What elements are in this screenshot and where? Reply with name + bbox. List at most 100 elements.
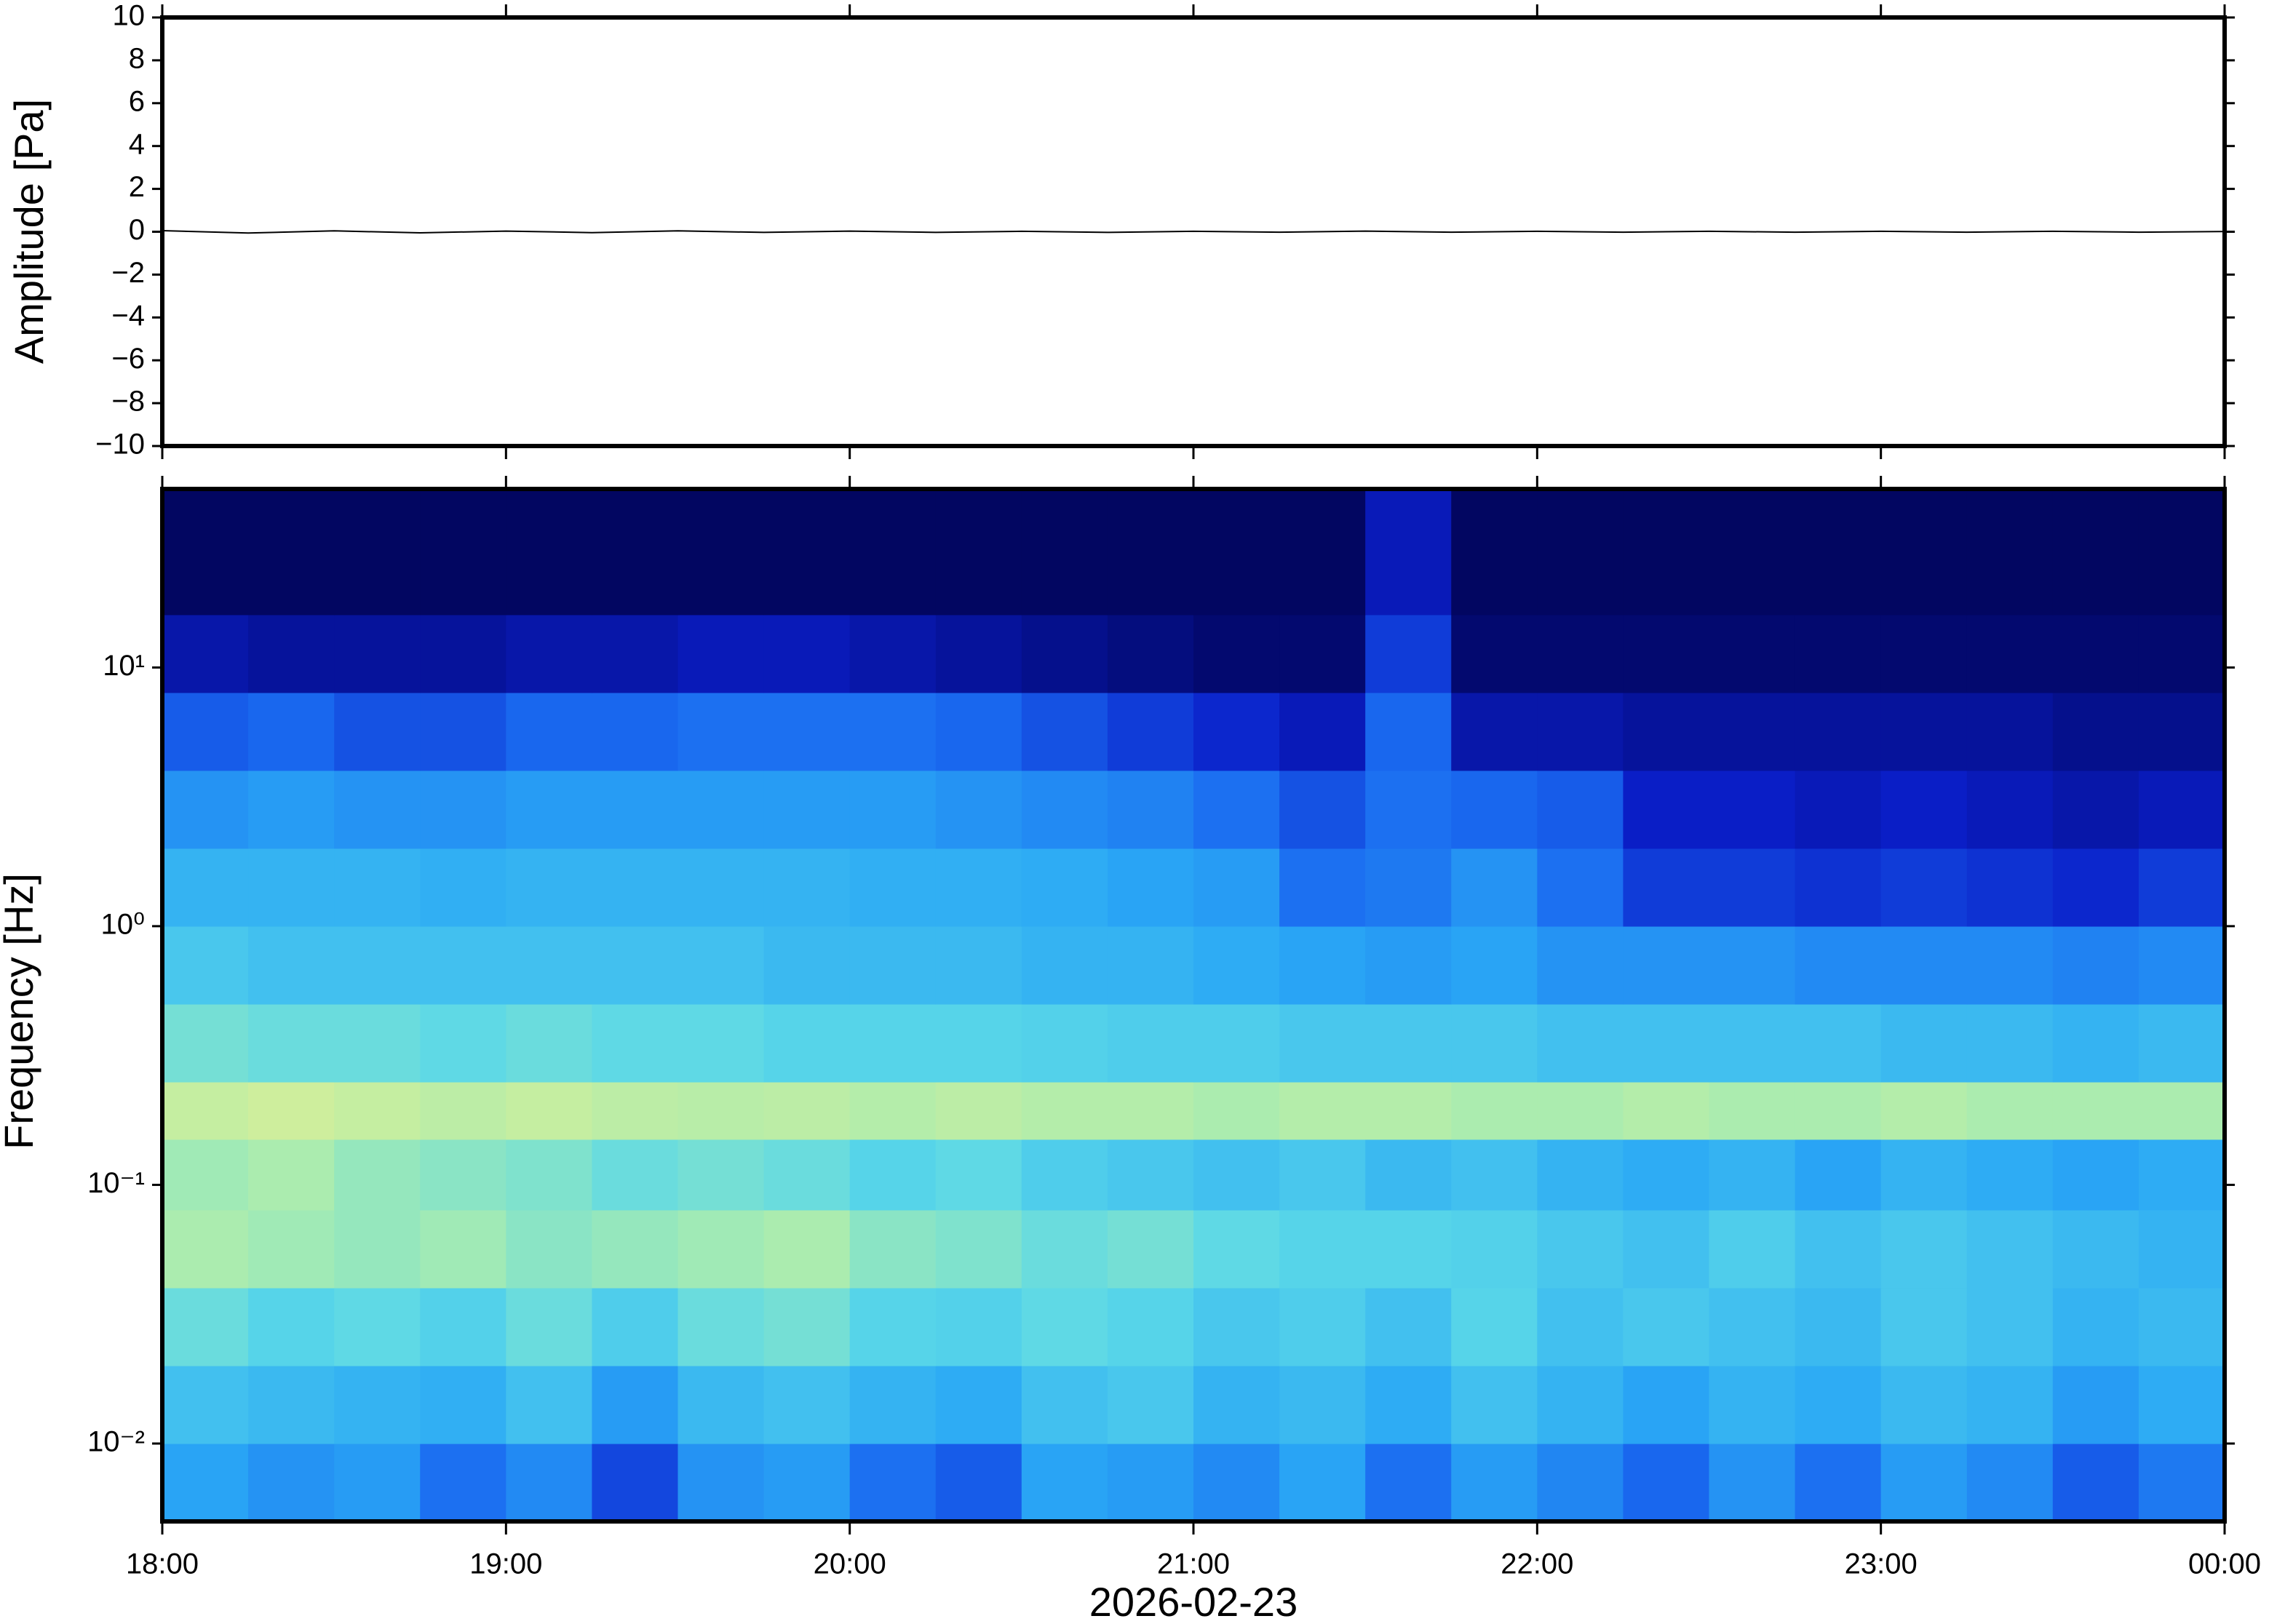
spectrogram-cell: [1193, 1443, 1280, 1522]
spectrogram-cell: [2052, 614, 2139, 693]
spectrogram-cell: [1709, 1365, 1796, 1444]
spectrogram-cell: [1365, 1443, 1452, 1522]
spectrogram-cell: [1537, 489, 1624, 616]
spectrogram-cell: [1709, 1209, 1796, 1289]
spectrogram-cell: [763, 1081, 851, 1140]
spectrogram-cell: [592, 1443, 679, 1522]
x-tick-label: 21:00: [1157, 1548, 1230, 1580]
spectrogram-cell: [420, 1443, 506, 1522]
spectrogram-cell: [1795, 770, 1882, 849]
spectrogram-cell: [420, 848, 506, 927]
spectrogram-cell: [1709, 1003, 1796, 1083]
spectrogram-cell: [2052, 926, 2139, 1005]
spectrogram-cell: [334, 1443, 421, 1522]
spectrogram-cell: [1880, 614, 1968, 693]
spectrogram-cell: [248, 848, 335, 927]
spectrogram-cell: [162, 1365, 249, 1444]
spectrogram-cell: [334, 1365, 421, 1444]
y-tick-label: 10: [113, 0, 146, 32]
spectrogram-cell: [849, 1209, 937, 1289]
spectrogram-cell: [506, 614, 593, 693]
spectrogram-cell: [1365, 692, 1452, 771]
spectrogram-cell: [1623, 1003, 1710, 1083]
spectrogram-cell: [1537, 1443, 1624, 1522]
spectrogram-cell: [420, 1139, 506, 1211]
spectrogram-cell: [2052, 1443, 2139, 1522]
spectrogram-cell: [1021, 692, 1108, 771]
spectrogram-cell: [1365, 489, 1452, 616]
spectrogram-cell: [592, 770, 679, 849]
spectrogram-cell: [334, 1081, 421, 1140]
spectrogram-cell: [1795, 1209, 1882, 1289]
spectrogram-cell: [1880, 1443, 1968, 1522]
y-tick-label: −10: [95, 429, 145, 461]
spectrogram-cell: [849, 926, 937, 1005]
y-tick-label: 10⁻²: [87, 1426, 145, 1458]
spectrogram-cell: [1021, 1139, 1108, 1211]
spectrogram-cell: [1107, 1287, 1194, 1366]
spectrogram-cell: [1193, 1081, 1280, 1140]
spectrogram-cell: [248, 614, 335, 693]
spectrogram-cell: [1193, 1287, 1280, 1366]
spectrogram-cell: [1623, 1209, 1710, 1289]
spectrogram-cell: [1021, 1003, 1108, 1083]
spectrogram-cell: [1795, 1003, 1882, 1083]
spectrogram-cell: [420, 614, 506, 693]
spectrogram-cell: [248, 1139, 335, 1211]
spectrogram-cell: [592, 1287, 679, 1366]
spectrogram-cell: [1193, 926, 1280, 1005]
spectrogram-cell: [1537, 614, 1624, 693]
spectrogram-cell: [1795, 1081, 1882, 1140]
spectrogram-cell: [849, 770, 937, 849]
spectrogram-cell: [1709, 692, 1796, 771]
spectrogram-cell: [677, 489, 765, 616]
spectrogram-cell: [248, 926, 335, 1005]
spectrogram-cell: [1451, 1081, 1538, 1140]
spectrogram-cell: [1966, 1139, 2054, 1211]
spectrogram-cell: [849, 1443, 937, 1522]
spectrogram-cell: [420, 1003, 506, 1083]
spectrogram-cell: [2138, 1081, 2225, 1140]
spectrogram-cell: [1107, 848, 1194, 927]
spectrogram-cell: [935, 1443, 1022, 1522]
spectrogram-cell: [1795, 1365, 1882, 1444]
spectrogram-cell: [1021, 489, 1108, 616]
spectrogram-cell: [592, 848, 679, 927]
x-tick-label: 18:00: [126, 1548, 199, 1580]
spectrogram-cell: [592, 1139, 679, 1211]
spectrogram-cell: [849, 1003, 937, 1083]
spectrogram-cell: [162, 770, 249, 849]
spectrogram-cell: [2052, 1287, 2139, 1366]
spectrogram-cell: [1365, 1003, 1452, 1083]
spectrogram-cell: [677, 1287, 765, 1366]
spectrogram-cell: [1107, 1365, 1194, 1444]
spectrogram-cell: [849, 1081, 937, 1140]
spectrogram-cell: [1451, 1365, 1538, 1444]
spectrogram-cell: [420, 1287, 506, 1366]
spectrogram-cell: [1451, 770, 1538, 849]
spectrogram-cell: [1451, 1209, 1538, 1289]
spectrogram-cell: [1709, 1139, 1796, 1211]
spectrogram-cell: [1795, 614, 1882, 693]
spectrogram-cell: [162, 848, 249, 927]
spectrogram-cell: [763, 1003, 851, 1083]
waveform: [162, 230, 2225, 234]
spectrogram-cell: [506, 1287, 593, 1366]
x-axis-title: 2026-02-23: [1089, 1579, 1298, 1624]
spectrogram-cell: [1193, 848, 1280, 927]
spectrogram-cell: [849, 1365, 937, 1444]
spectrogram-cell: [506, 489, 593, 616]
spectrogram-cell: [1966, 1287, 2054, 1366]
spectrogram-cell: [2138, 1443, 2225, 1522]
spectrogram-cell: [1193, 1365, 1280, 1444]
spectrogram-cell: [1709, 1287, 1796, 1366]
spectrogram-cell: [1021, 1287, 1108, 1366]
spectrogram-cell: [1795, 692, 1882, 771]
spectrogram-cell: [1193, 1209, 1280, 1289]
spectrogram-cell: [677, 692, 765, 771]
y-axis-title: Amplitude [Pa]: [6, 99, 52, 364]
spectrogram-cell: [1279, 1287, 1366, 1366]
spectrogram-cell: [506, 770, 593, 849]
spectrogram-cell: [334, 770, 421, 849]
